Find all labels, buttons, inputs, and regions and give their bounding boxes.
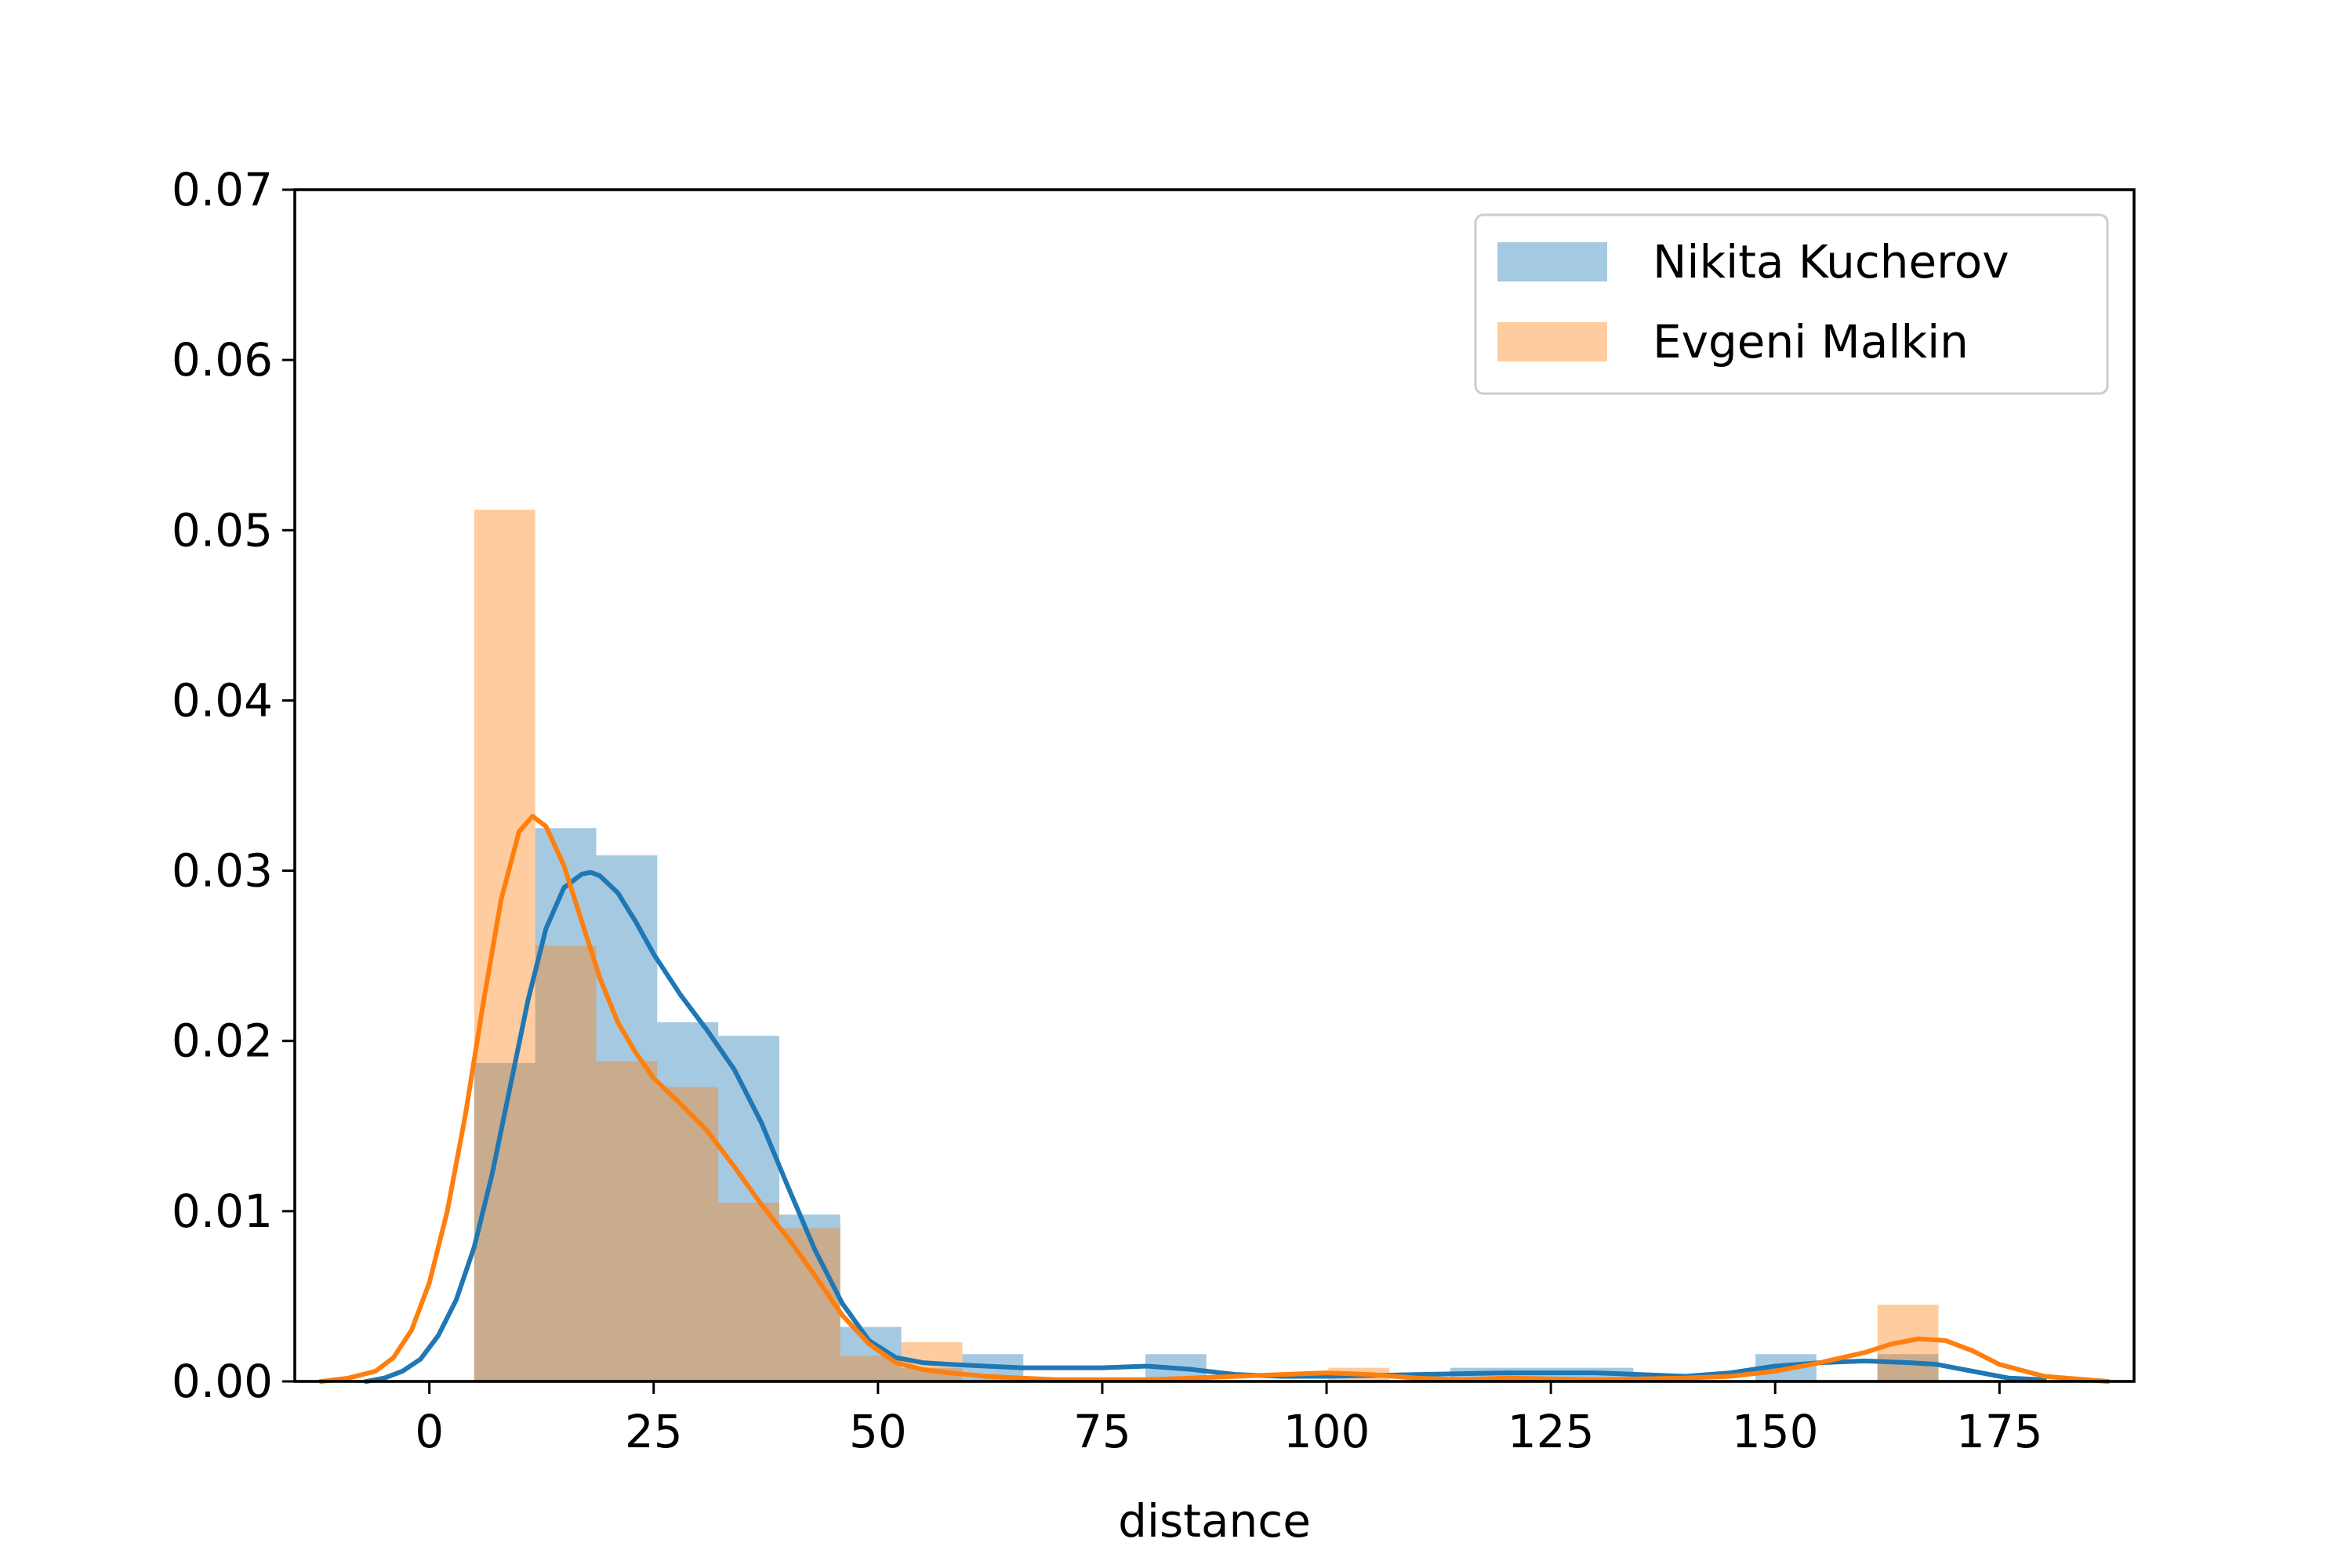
histogram-bar-evgeni-malkin-3 (657, 1087, 719, 1381)
legend-frame (1474, 213, 2109, 395)
y-axis-ticks: 0.00 0.01 0.02 0.03 0.04 0.05 0.06 0.07 (172, 163, 295, 1408)
x-tick-label-125: 125 (1508, 1405, 1595, 1458)
legend-label-evgeni-malkin: Evgeni Malkin (1653, 315, 1969, 368)
kde-line-evgeni-malkin (318, 814, 2110, 1385)
legend-label-nikita-kucherov: Nikita Kucherov (1653, 235, 2009, 289)
histogram-bar-evgeni-malkin-0 (474, 510, 535, 1382)
histogram-bar-evgeni-malkin-4 (718, 1203, 779, 1381)
x-tick-label-100: 100 (1283, 1405, 1370, 1458)
histogram-bars (474, 510, 1939, 1382)
y-tick-label-0.00: 0.00 (172, 1355, 273, 1408)
x-axis-ticks: 0 25 50 75 100 125 150 175 (415, 1381, 2043, 1458)
x-tick-label-50: 50 (849, 1405, 907, 1458)
x-axis-label: distance (1118, 1494, 1311, 1548)
x-tick-label-0: 0 (415, 1405, 444, 1458)
kde-lines (318, 814, 2110, 1385)
histogram-bar-nikita-kucherov-23 (1877, 1354, 1939, 1381)
y-tick-label-0.04: 0.04 (172, 673, 273, 727)
legend-swatch-nikita-kucherov (1497, 242, 1607, 281)
y-tick-label-0.06: 0.06 (172, 333, 273, 387)
x-tick-label-75: 75 (1073, 1405, 1131, 1458)
x-tick-label-150: 150 (1732, 1405, 1819, 1458)
y-tick-label-0.03: 0.03 (172, 844, 273, 898)
y-tick-label-0.05: 0.05 (172, 503, 273, 557)
histogram-bar-nikita-kucherov-3 (657, 1022, 719, 1381)
y-tick-label-0.02: 0.02 (172, 1014, 273, 1068)
y-tick-label-0.01: 0.01 (172, 1185, 273, 1238)
x-tick-label-25: 25 (625, 1405, 683, 1458)
histogram-bar-evgeni-malkin-2 (596, 1061, 658, 1381)
x-tick-label-175: 175 (1956, 1405, 2043, 1458)
legend-swatch-evgeni-malkin (1497, 322, 1607, 361)
legend: Nikita Kucherov Evgeni Malkin (1474, 213, 2109, 395)
histogram-bar-evgeni-malkin-1 (535, 946, 597, 1381)
y-tick-label-0.07: 0.07 (172, 163, 273, 216)
histogram-bar-nikita-kucherov-1 (535, 828, 597, 1381)
plot-frame (293, 188, 2136, 1383)
histogram-bar-evgeni-malkin-5 (779, 1228, 840, 1381)
